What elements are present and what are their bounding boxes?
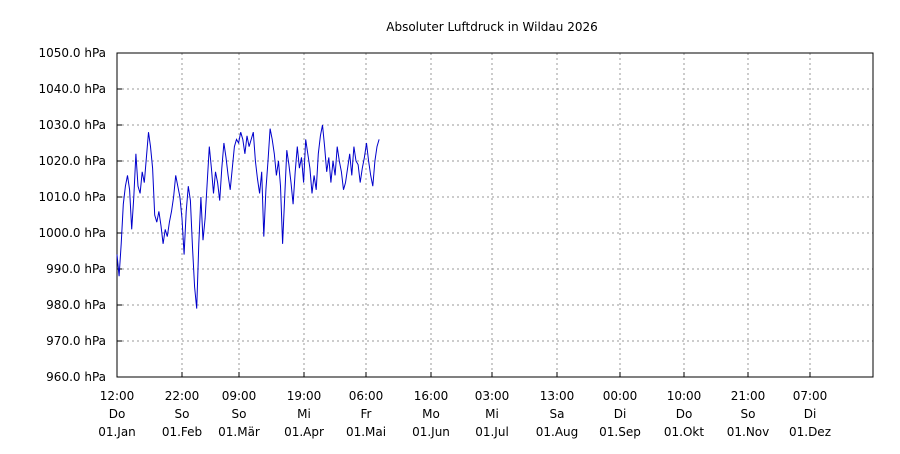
x-tick-date-label: 01.Feb bbox=[162, 425, 202, 439]
x-tick-date-label: 01.Nov bbox=[727, 425, 770, 439]
y-tick-label: 1020.0 hPa bbox=[39, 154, 106, 168]
y-tick-label: 970.0 hPa bbox=[46, 334, 106, 348]
x-tick-date-label: 01.Apr bbox=[284, 425, 324, 439]
x-tick-date-label: 01.Mär bbox=[218, 425, 260, 439]
x-tick-weekday-label: So bbox=[741, 407, 756, 421]
x-tick-date-label: 01.Jan bbox=[98, 425, 136, 439]
x-tick-weekday-label: Do bbox=[109, 407, 126, 421]
series-layer bbox=[116, 124, 380, 309]
x-tick-weekday-label: Fr bbox=[361, 407, 372, 421]
x-tick-time-label: 19:00 bbox=[287, 389, 322, 403]
x-tick-time-label: 06:00 bbox=[349, 389, 384, 403]
x-tick-time-label: 03:00 bbox=[475, 389, 510, 403]
x-tick-weekday-label: Di bbox=[804, 407, 817, 421]
x-tick-weekday-label: Do bbox=[676, 407, 693, 421]
x-tick-date-label: 01.Okt bbox=[664, 425, 704, 439]
plot-frame bbox=[116, 52, 874, 378]
x-tick-weekday-label: Mi bbox=[485, 407, 499, 421]
y-tick-label: 1000.0 hPa bbox=[39, 226, 106, 240]
x-tick-time-label: 10:00 bbox=[667, 389, 702, 403]
x-tick-time-label: 22:00 bbox=[165, 389, 200, 403]
x-tick-weekday-label: Mo bbox=[422, 407, 440, 421]
axis-layer bbox=[116, 52, 874, 378]
x-tick-time-label: 12:00 bbox=[100, 389, 135, 403]
y-tick-label: 1040.0 hPa bbox=[39, 82, 106, 96]
x-tick-weekday-label: Sa bbox=[550, 407, 565, 421]
series-line-pressure bbox=[116, 124, 380, 309]
x-tick-weekday-label: So bbox=[232, 407, 247, 421]
x-tick-date-label: 01.Jun bbox=[412, 425, 450, 439]
y-tick-label: 960.0 hPa bbox=[46, 370, 106, 384]
x-tick-weekday-label: Di bbox=[614, 407, 627, 421]
x-tick-date-label: 01.Aug bbox=[536, 425, 579, 439]
y-tick-label: 1010.0 hPa bbox=[39, 190, 106, 204]
grid-layer bbox=[117, 52, 873, 377]
x-tick-time-label: 07:00 bbox=[793, 389, 828, 403]
x-tick-date-label: 01.Jul bbox=[475, 425, 509, 439]
x-tick-date-label: 01.Sep bbox=[599, 425, 641, 439]
x-tick-time-label: 16:00 bbox=[414, 389, 449, 403]
x-tick-date-label: 01.Mai bbox=[346, 425, 386, 439]
x-tick-weekday-label: So bbox=[175, 407, 190, 421]
y-tick-label: 990.0 hPa bbox=[46, 262, 106, 276]
x-tick-weekday-label: Mi bbox=[297, 407, 311, 421]
label-layer: 960.0 hPa 970.0 hPa 980.0 hPa 990.0 hPa 1000… bbox=[39, 46, 831, 439]
x-tick-time-label: 13:00 bbox=[540, 389, 575, 403]
x-tick-time-label: 21:00 bbox=[731, 389, 766, 403]
chart-title: Absoluter Luftdruck in Wildau 2026 bbox=[386, 20, 597, 34]
y-tick-label: 980.0 hPa bbox=[46, 298, 106, 312]
x-tick-time-label: 00:00 bbox=[603, 389, 638, 403]
y-tick-label: 1030.0 hPa bbox=[39, 118, 106, 132]
x-tick-time-label: 09:00 bbox=[222, 389, 257, 403]
x-tick-date-label: 01.Dez bbox=[789, 425, 831, 439]
y-tick-label: 1050.0 hPa bbox=[39, 46, 106, 60]
